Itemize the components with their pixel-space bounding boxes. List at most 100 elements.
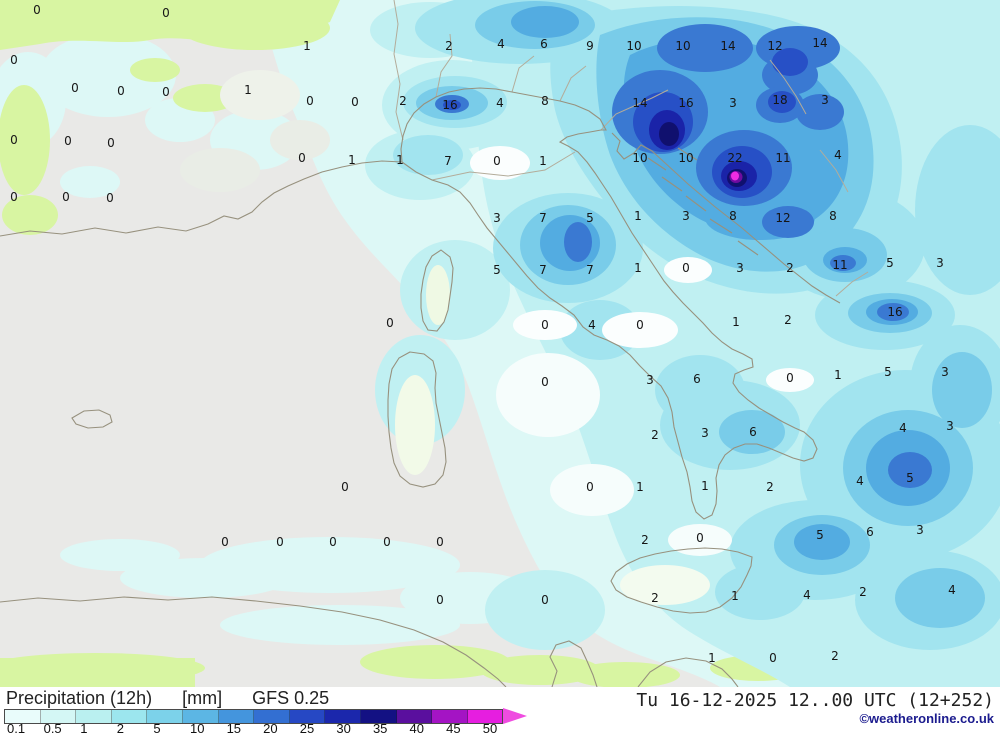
precip-value: 0 [383, 535, 391, 549]
precip-value: 10 [632, 151, 648, 165]
precip-value: 1 [634, 261, 642, 275]
coast-tunisia-east [637, 657, 739, 687]
scale-segment [147, 709, 183, 723]
precip-value: 0 [62, 190, 70, 204]
scale-label: 25 [299, 721, 315, 733]
scale-label: 0.5 [43, 721, 62, 733]
precip-value: 3 [682, 209, 690, 223]
precip-value: 0 [493, 154, 501, 168]
scale-label: 1 [80, 721, 88, 733]
precip-value: 0 [541, 318, 549, 332]
scale-segment [5, 709, 41, 723]
precip-value: 14 [720, 39, 736, 53]
precip-value: 2 [831, 649, 839, 663]
precip-value: 10 [675, 39, 691, 53]
precip-value: 5 [586, 211, 594, 225]
precip-value: 3 [946, 419, 954, 433]
scale-segment [76, 709, 112, 723]
precip-value: 3 [646, 373, 654, 387]
precip-value: 5 [906, 471, 914, 485]
scale-label: 10 [189, 721, 205, 733]
precip-value: 5 [884, 365, 892, 379]
precip-value: 3 [936, 256, 944, 270]
precip-value: 7 [444, 154, 452, 168]
precip-value: 2 [641, 533, 649, 547]
coast-mallorca [71, 409, 113, 429]
scale-labels: 0.1 0.5 1 2 5 10 15 20 25 30 35 40 45 50 [5, 721, 517, 733]
precip-value: 0 [541, 593, 549, 607]
precip-value: 1 [636, 480, 644, 494]
precip-value: 4 [899, 421, 907, 435]
scale-label: 50 [482, 721, 498, 733]
scale-segment [467, 709, 503, 723]
precip-value: 10 [626, 39, 642, 53]
precip-value: 0 [10, 53, 18, 67]
precip-value: 0 [306, 94, 314, 108]
scale-segment [218, 709, 255, 723]
precip-value: 2 [651, 428, 659, 442]
precip-value: 4 [948, 583, 956, 597]
precip-value: 0 [696, 531, 704, 545]
scale-label: 20 [263, 721, 278, 733]
coast-croatia [611, 132, 841, 304]
scale-label: 5 [153, 721, 161, 733]
scale-label: 30 [336, 721, 351, 733]
coast-africa [0, 596, 507, 687]
precip-value: 4 [856, 474, 864, 488]
precip-value: 5 [816, 528, 824, 542]
precip-value: 0 [436, 593, 444, 607]
precip-value: 0 [33, 3, 41, 17]
precip-value: 8 [829, 209, 837, 223]
scale-segment [360, 709, 397, 723]
precip-value: 16 [442, 98, 458, 112]
scale-segment [396, 709, 433, 723]
precip-value: 14 [812, 36, 828, 50]
scale-label: 15 [226, 721, 242, 733]
coast-sicily [610, 547, 753, 614]
precip-value: 4 [834, 148, 842, 162]
precip-value: 3 [701, 426, 709, 440]
coast-france [0, 160, 403, 237]
precip-value: 6 [866, 525, 874, 539]
precip-value: 3 [821, 93, 829, 107]
precip-value: 6 [540, 37, 548, 51]
precip-value: 1 [303, 39, 311, 53]
precip-value: 10 [678, 151, 694, 165]
precip-value: 1 [539, 154, 547, 168]
scale-label: 45 [446, 721, 461, 733]
precip-value: 11 [832, 258, 848, 272]
precip-value: 5 [886, 256, 894, 270]
precip-value: 2 [445, 39, 453, 53]
croatia-islands [647, 147, 759, 256]
precip-value: 12 [775, 211, 791, 225]
precip-value: 0 [298, 151, 306, 165]
precip-value-layer: 0 0 1 2 4 6 9 10 10 14 12 14 0 0 0 0 1 0 0 2 16 4 8 14 16 3 18 3 0 0 0… [10, 3, 956, 664]
scale-segment [432, 709, 468, 723]
precip-value: 0 [10, 190, 18, 204]
precip-value: 0 [162, 85, 170, 99]
precip-value: 8 [729, 209, 737, 223]
map-unit: [mm] [182, 688, 223, 708]
precip-value: 12 [767, 39, 783, 53]
precipitation-map: 0 0 1 2 4 6 9 10 10 14 12 14 0 0 0 0 1 0 0 2 16 4 8 14 16 3 18 3 0 0 0… [0, 0, 1000, 687]
precip-value: 8 [541, 94, 549, 108]
precip-value: 7 [539, 211, 547, 225]
precip-value: 9 [586, 39, 594, 53]
precip-shading-blue-levels [365, 0, 1000, 687]
scale-label: 35 [372, 721, 388, 733]
precip-value: 3 [941, 365, 949, 379]
precip-value: 0 [436, 535, 444, 549]
precip-value: 0 [117, 84, 125, 98]
precip-value: 0 [341, 480, 349, 494]
precip-value: 14 [632, 96, 648, 110]
coast-tunisia-capbon [549, 640, 598, 687]
precip-value: 0 [786, 371, 794, 385]
scale-segment [40, 709, 77, 723]
precip-value: 1 [732, 315, 740, 329]
precip-value: 1 [244, 83, 252, 97]
dry-white-patches [395, 146, 814, 605]
scale-segment [325, 709, 361, 723]
precip-value: 0 [106, 191, 114, 205]
scale-segment [254, 709, 290, 723]
